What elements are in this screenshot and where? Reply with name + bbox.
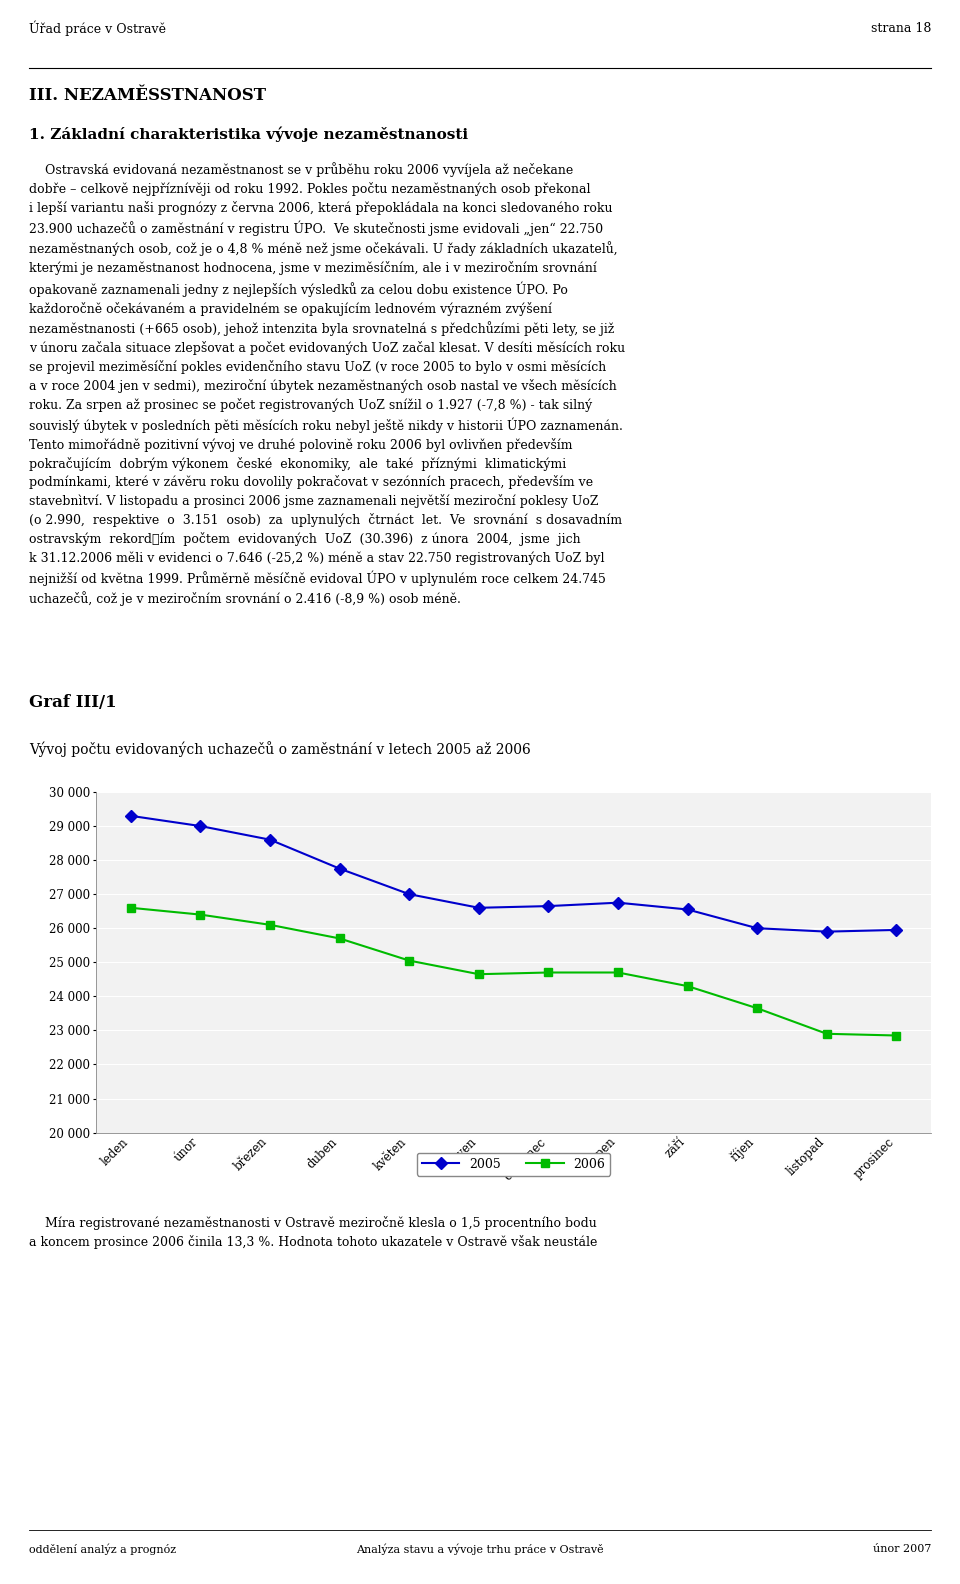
Text: Analýza stavu a vývoje trhu práce v Ostravě: Analýza stavu a vývoje trhu práce v Ostr… [356, 1543, 604, 1555]
2005 [125, 806, 136, 825]
2005 [195, 816, 206, 835]
2006 [821, 1025, 832, 1044]
2005 [403, 884, 415, 903]
Line: 2006: 2006 [127, 903, 900, 1039]
2005 [542, 897, 554, 916]
2005 [682, 900, 693, 919]
2006 [473, 965, 485, 984]
Text: únor 2007: únor 2007 [873, 1544, 931, 1554]
2005 [752, 919, 763, 938]
Text: oddělení analýz a prognóz: oddělení analýz a prognóz [29, 1543, 176, 1555]
2006 [542, 963, 554, 982]
2006 [891, 1026, 902, 1045]
2005 [334, 859, 346, 878]
Text: Úřad práce v Ostravě: Úřad práce v Ostravě [29, 21, 166, 36]
Text: strana 18: strana 18 [871, 22, 931, 35]
Text: Vývoj počtu evidovaných uchazečů o zaměstnání v letech 2005 až 2006: Vývoj počtu evidovaných uchazečů o zaměs… [29, 741, 531, 757]
2006 [195, 904, 206, 923]
Text: III. NEZAMĚSSTNANOST: III. NEZAMĚSSTNANOST [29, 87, 266, 105]
Text: 1. Základní charakteristika vývoje nezaměstnanosti: 1. Základní charakteristika vývoje nezam… [29, 127, 468, 141]
Text: Míra registrované nezaměstnanosti v Ostravě meziročně klesla o 1,5 procentního b: Míra registrované nezaměstnanosti v Ostr… [29, 1217, 597, 1248]
2006 [403, 950, 415, 969]
2006 [125, 898, 136, 917]
2005 [821, 922, 832, 941]
2006 [264, 916, 276, 935]
Legend: 2005, 2006: 2005, 2006 [417, 1153, 611, 1175]
Line: 2005: 2005 [127, 811, 900, 936]
2005 [473, 898, 485, 917]
Text: Graf III/1: Graf III/1 [29, 694, 116, 711]
2005 [891, 920, 902, 939]
2006 [682, 977, 693, 996]
Text: Ostravská evidovaná nezaměstnanost se v průběhu roku 2006 vyvíjela až nečekane
d: Ostravská evidovaná nezaměstnanost se v … [29, 163, 625, 607]
2005 [612, 893, 624, 912]
2006 [612, 963, 624, 982]
2005 [264, 830, 276, 849]
2006 [752, 1000, 763, 1019]
2006 [334, 928, 346, 947]
